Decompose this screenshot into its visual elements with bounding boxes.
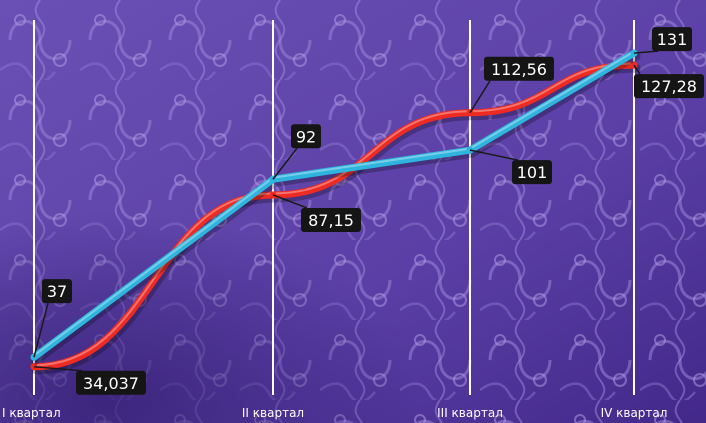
x-tick-label: III квартал: [437, 406, 503, 420]
data-label: 87,15: [308, 211, 354, 230]
data-label: 34,037: [83, 374, 139, 393]
x-tick-label: II квартал: [242, 406, 304, 420]
data-label-leader: [633, 50, 659, 54]
data-label-leader: [272, 194, 308, 209]
data-label-box: [484, 56, 554, 81]
data-label-box: [652, 27, 692, 52]
series-layer: [30, 49, 641, 375]
data-label-callout: 92: [272, 124, 321, 180]
data-label-callout: 131: [633, 27, 692, 54]
axis-layer: I квартал II квартал III квартал IV квартал: [2, 406, 667, 420]
data-label-callout: 101: [469, 149, 552, 185]
data-label: 131: [657, 30, 688, 49]
data-label-box: [634, 74, 704, 99]
data-label-box: [42, 279, 72, 304]
x-tick-label: IV квартал: [601, 406, 668, 420]
data-label-box: [512, 160, 552, 185]
data-label-callout: 37: [33, 279, 72, 358]
data-label-box: [76, 370, 146, 395]
x-tick-label: I квартал: [2, 406, 61, 420]
data-label-box: [291, 124, 321, 149]
series-2-highlight: [33, 62, 635, 367]
data-label-callout: 87,15: [272, 194, 361, 232]
data-label-leader: [33, 302, 49, 358]
data-label-callout: 127,28: [633, 64, 704, 99]
data-label-leader: [272, 147, 298, 180]
data-label-leader: [469, 149, 519, 161]
data-label-leader: [633, 64, 641, 75]
data-label: 112,56: [491, 60, 547, 79]
data-label: 37: [47, 282, 67, 301]
series-1-highlight: [33, 50, 635, 357]
data-label: 127,28: [641, 77, 697, 96]
data-label-callout: 112,56: [469, 56, 554, 114]
data-label-box: [301, 207, 361, 232]
data-label-leader: [469, 80, 491, 114]
data-label: 101: [517, 163, 548, 182]
series-2-line: [30, 61, 638, 371]
data-label-callout: 34,037: [33, 366, 146, 395]
series-1-line: [30, 49, 638, 361]
data-label-leader: [33, 366, 83, 372]
label-layer: 37 92 101 131 34,037 87,15 112,56 127,28: [33, 27, 704, 395]
data-label: 92: [296, 127, 316, 146]
